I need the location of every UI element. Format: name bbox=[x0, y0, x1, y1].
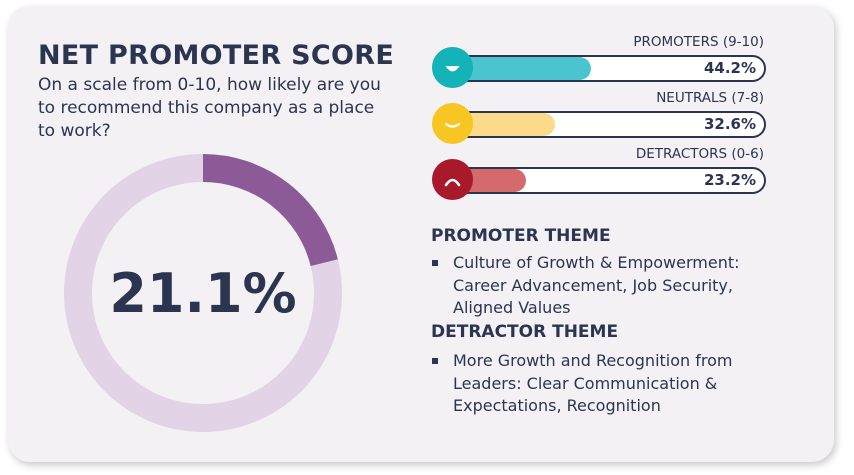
promoter-theme-heading: PROMOTER THEME bbox=[431, 226, 611, 246]
smile-face-icon bbox=[432, 47, 473, 88]
neutrals-row: NEUTRALS (7-8) 32.6% bbox=[8, 90, 834, 150]
neutrals-bar bbox=[454, 113, 556, 136]
promoters-label: PROMOTERS (9-10) bbox=[633, 34, 764, 50]
detractor-theme-heading: DETRACTOR THEME bbox=[431, 322, 619, 342]
bullet-icon bbox=[432, 260, 438, 266]
detractors-label: DETRACTORS (0-6) bbox=[635, 146, 764, 162]
neutrals-bar-track: 32.6% bbox=[452, 111, 766, 138]
promoter-theme-text: Culture of Growth & Empowerment: Career … bbox=[453, 253, 740, 317]
neutrals-value: 32.6% bbox=[703, 115, 756, 133]
detractors-value: 23.2% bbox=[703, 171, 756, 189]
nps-card: NET PROMOTER SCORE On a scale from 0-10,… bbox=[8, 6, 834, 462]
page-title: NET PROMOTER SCORE bbox=[38, 40, 395, 71]
nps-score-label: 21.1% bbox=[109, 261, 297, 325]
promoters-row: PROMOTERS (9-10) 44.2% bbox=[8, 34, 834, 94]
bullet-icon bbox=[432, 358, 438, 364]
neutral-face-icon bbox=[432, 103, 473, 144]
survey-question: On a scale from 0-10, how likely are you… bbox=[38, 75, 381, 141]
donut-slice-remainder bbox=[64, 154, 342, 432]
promoters-bar bbox=[454, 57, 592, 80]
detractor-theme-text: More Growth and Recognition from Leaders… bbox=[453, 351, 733, 415]
promoter-theme-item: Culture of Growth & Empowerment: Career … bbox=[431, 252, 761, 320]
detractor-theme-item: More Growth and Recognition from Leaders… bbox=[431, 350, 761, 418]
frown-face-icon bbox=[432, 159, 473, 200]
detractors-bar-track: 23.2% bbox=[452, 167, 766, 194]
promoters-value: 44.2% bbox=[703, 59, 756, 77]
detractors-row: DETRACTORS (0-6) 23.2% bbox=[8, 146, 834, 206]
promoters-bar-track: 44.2% bbox=[452, 55, 766, 82]
neutrals-label: NEUTRALS (7-8) bbox=[656, 90, 764, 106]
nps-donut-chart bbox=[64, 154, 342, 432]
